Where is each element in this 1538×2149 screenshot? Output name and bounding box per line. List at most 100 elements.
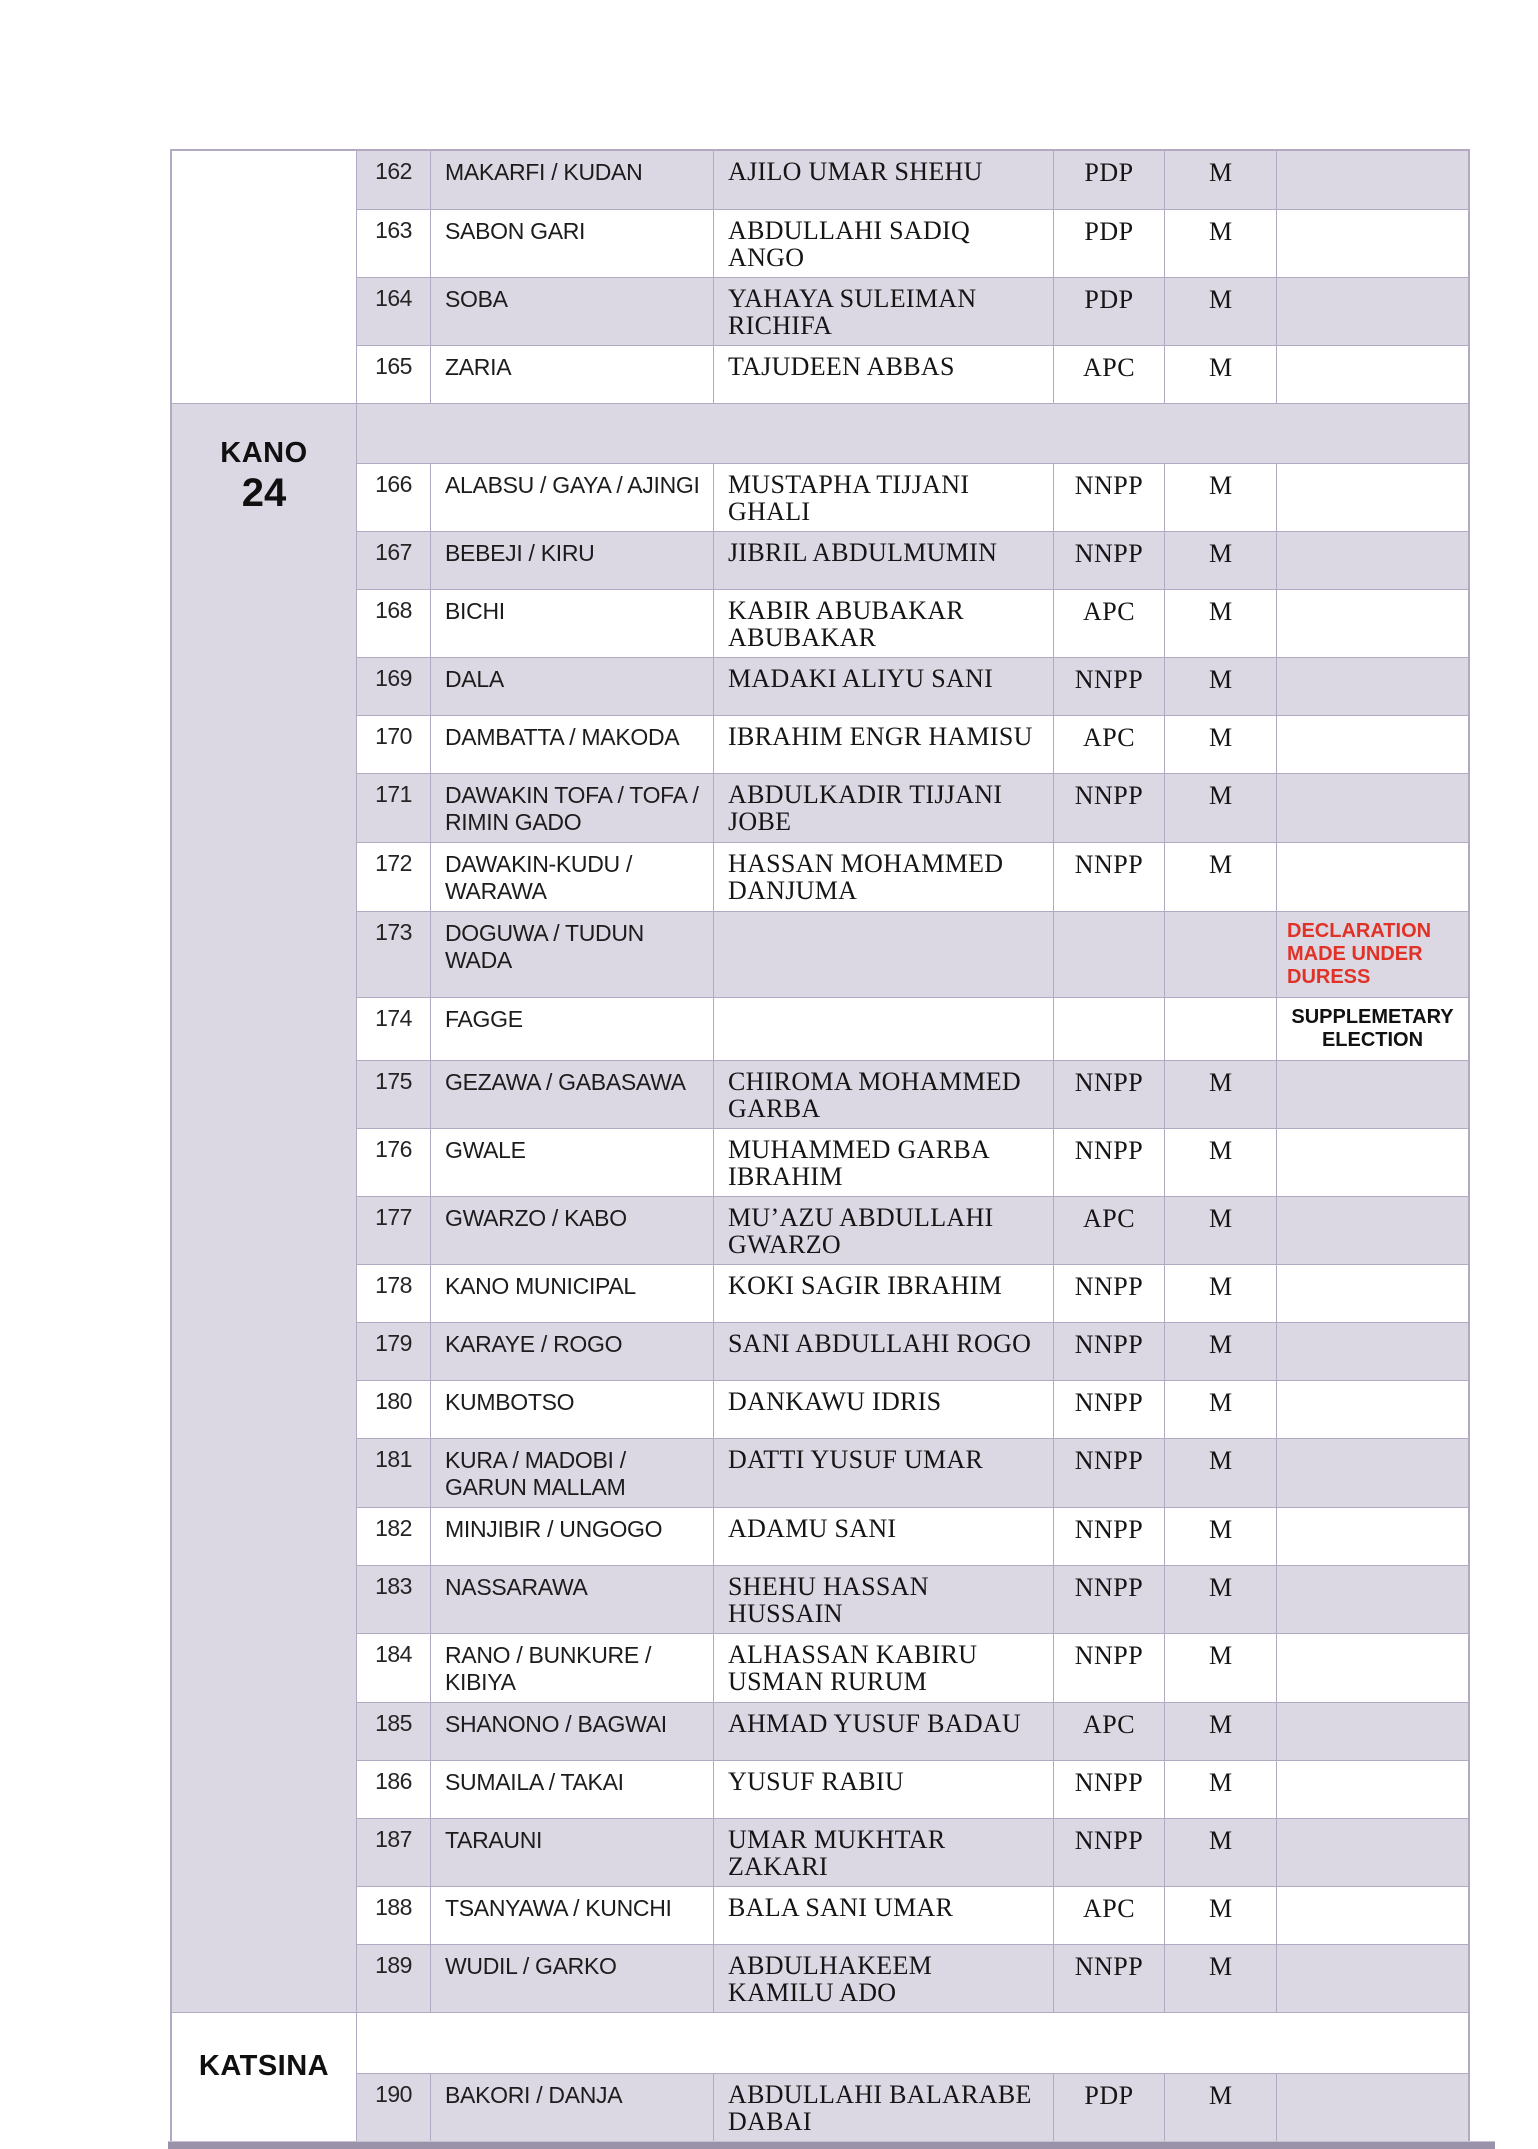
remark-cell	[1276, 1566, 1468, 1633]
constituency-cell: SABON GARI	[430, 210, 713, 277]
remark-cell	[1276, 843, 1468, 911]
serial-cell: 174	[375, 1005, 412, 1031]
serial-cell: 163	[375, 217, 412, 243]
gender-cell: M	[1164, 1566, 1276, 1633]
gender-cell: M	[1164, 151, 1276, 209]
table-row: 184 RANO / BUNKURE / KIBIYA ALHASSAN KABIR…	[357, 1633, 1468, 1702]
serial-cell: 182	[375, 1515, 412, 1541]
remark-cell	[1276, 1439, 1468, 1507]
party-cell: APC	[1053, 1887, 1164, 1944]
table-row: 171 DAWAKIN TOFA / TOFA / RIMIN GADO ABDUL…	[357, 773, 1468, 842]
state-cell: KANO 24	[172, 404, 357, 2012]
table-row: 178 KANO MUNICIPAL KOKI SAGIR IBRAHIM NNPP M	[357, 1264, 1468, 1322]
gender-cell: M	[1164, 774, 1276, 842]
table-row: 186 SUMAILA / TAKAI YUSUF RABIU NNPP M	[357, 1760, 1468, 1818]
party-cell: NNPP	[1053, 1945, 1164, 2012]
gender-cell: M	[1164, 843, 1276, 911]
gender-cell: M	[1164, 590, 1276, 657]
serial-cell: 176	[375, 1136, 412, 1162]
table-row: 169 DALA MADAKI ALIYU SANI NNPP M	[357, 657, 1468, 715]
constituency-cell: KUMBOTSO	[430, 1381, 713, 1438]
gender-cell: M	[1164, 1945, 1276, 2012]
candidate-cell: AJILO UMAR SHEHU	[713, 151, 1053, 209]
serial-cell: 179	[375, 1330, 412, 1356]
remark-cell	[1276, 464, 1468, 531]
table-row: 179 KARAYE / ROGO SANI ABDULLAHI ROGO NNPP M	[357, 1322, 1468, 1380]
constituency-cell: BEBEJI / KIRU	[430, 532, 713, 589]
state-label: KANO	[220, 437, 308, 469]
serial-cell: 177	[375, 1204, 412, 1230]
remark-cell	[1276, 1703, 1468, 1760]
remark-cell	[1276, 1323, 1468, 1380]
table-row: 187 TARAUNI UMAR MUKHTAR ZAKARI NNPP M	[357, 1818, 1468, 1886]
remark-cell	[1276, 210, 1468, 277]
gender-cell: M	[1164, 1381, 1276, 1438]
party-cell: PDP	[1053, 278, 1164, 345]
party-cell: APC	[1053, 346, 1164, 403]
table-row: 174 FAGGE SUPPLEMETARY ELECTION	[357, 997, 1468, 1060]
table-row: 167 BEBEJI / KIRU JIBRIL ABDULMUMIN NNPP M	[357, 531, 1468, 589]
party-cell: NNPP	[1053, 1061, 1164, 1128]
gender-cell: M	[1164, 658, 1276, 715]
constituency-cell: TARAUNI	[430, 1819, 713, 1886]
rows-container: 166 ALABSU / GAYA / AJINGI MUSTAPHA TIJJAN…	[357, 404, 1468, 2012]
constituency-cell: KANO MUNICIPAL	[430, 1265, 713, 1322]
candidate-cell: MU’AZU ABDULLAHI GWARZO	[713, 1197, 1053, 1264]
constituency-cell: ZARIA	[430, 346, 713, 403]
table-row: 185 SHANONO / BAGWAI AHMAD YUSUF BADAU APC M	[357, 1702, 1468, 1760]
party-cell: PDP	[1053, 210, 1164, 277]
table-row: 190 BAKORI / DANJA ABDULLAHI BALARABE DABA…	[357, 2073, 1468, 2141]
serial-cell: 164	[375, 285, 412, 311]
gender-cell: M	[1164, 1887, 1276, 1944]
remark-cell	[1276, 1761, 1468, 1818]
serial-cell: 186	[375, 1768, 412, 1794]
state-cell: KATSINA	[172, 2013, 357, 2141]
table-row: 173 DOGUWA / TUDUN WADA DECLARATION MADE U…	[357, 911, 1468, 997]
constituency-cell: MINJIBIR / UNGOGO	[430, 1508, 713, 1565]
state-block: KANO 24 166 ALABSU / GAYA / AJINGI MUSTAPHA …	[172, 403, 1468, 2012]
gender-cell: M	[1164, 1129, 1276, 1196]
constituency-cell: GWARZO / KABO	[430, 1197, 713, 1264]
remark-cell	[1276, 658, 1468, 715]
serial-cell: 162	[375, 158, 412, 184]
table-row: 180 KUMBOTSO DANKAWU IDRIS NNPP M	[357, 1380, 1468, 1438]
candidate-cell: ABDULLAHI SADIQ ANGO	[713, 210, 1053, 277]
table-row: 165 ZARIA TAJUDEEN ABBAS APC M	[357, 345, 1468, 403]
document-page: { "colors": { "row_shade": "#dbd8e4", "g…	[168, 149, 1495, 2149]
serial-cell: 167	[375, 539, 412, 565]
table-row: 189 WUDIL / GARKO ABDULHAKEEM KAMILU ADO NN…	[357, 1944, 1468, 2012]
table-row: 183 NASSARAWA SHEHU HASSAN HUSSAIN NNPP M	[357, 1565, 1468, 1633]
gender-cell: M	[1164, 1061, 1276, 1128]
remark-cell	[1276, 1381, 1468, 1438]
serial-cell: 170	[375, 723, 412, 749]
section-spacer-row	[357, 2013, 1468, 2073]
constituency-cell: BAKORI / DANJA	[430, 2074, 713, 2141]
serial-cell: 184	[375, 1641, 412, 1667]
gender-cell: M	[1164, 1634, 1276, 1702]
candidate-cell: HASSAN MOHAMMED DANJUMA	[713, 843, 1053, 911]
party-cell: NNPP	[1053, 1508, 1164, 1565]
candidate-cell: KABIR ABUBAKAR ABUBAKAR	[713, 590, 1053, 657]
table-row: 175 GEZAWA / GABASAWA CHIROMA MOHAMMED GAR…	[357, 1060, 1468, 1128]
party-cell: NNPP	[1053, 464, 1164, 531]
constituency-cell: FAGGE	[430, 998, 713, 1060]
candidate-cell: KOKI SAGIR IBRAHIM	[713, 1265, 1053, 1322]
candidate-cell: BALA SANI UMAR	[713, 1887, 1053, 1944]
candidate-cell: JIBRIL ABDULMUMIN	[713, 532, 1053, 589]
gender-cell: M	[1164, 1508, 1276, 1565]
table-row: 170 DAMBATTA / MAKODA IBRAHIM ENGR HAMISU A…	[357, 715, 1468, 773]
serial-cell: 187	[375, 1826, 412, 1852]
candidate-cell: YUSUF RABIU	[713, 1761, 1053, 1818]
serial-cell: 185	[375, 1710, 412, 1736]
remark-cell	[1276, 1061, 1468, 1128]
candidate-cell: MADAKI ALIYU SANI	[713, 658, 1053, 715]
remark-cell	[1276, 590, 1468, 657]
gender-cell: M	[1164, 1761, 1276, 1818]
remark-cell	[1276, 2074, 1468, 2141]
serial-cell: 169	[375, 665, 412, 691]
remark-cell	[1276, 151, 1468, 209]
candidate-cell: YAHAYA SULEIMAN RICHIFA	[713, 278, 1053, 345]
constituency-cell: SOBA	[430, 278, 713, 345]
state-count: 24	[241, 471, 287, 515]
serial-cell: 190	[375, 2081, 412, 2107]
